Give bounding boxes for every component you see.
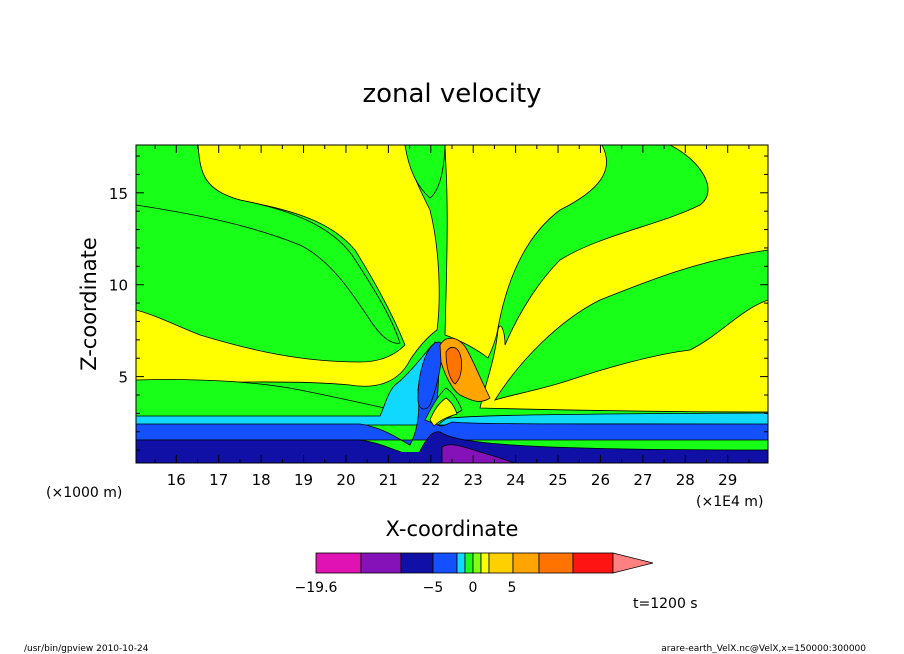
x-unit-left: (×1000 m)	[46, 485, 122, 501]
colorbar-segment	[472, 552, 482, 574]
x-tick-label: 19	[294, 471, 313, 489]
x-tick-label: 29	[718, 471, 737, 489]
x-tick-label: 28	[676, 471, 695, 489]
region-strong-negative-core	[441, 444, 516, 463]
x-tick-label: 26	[591, 471, 610, 489]
contour-field	[136, 145, 768, 463]
x-axis-ticks: 16 17 18 19 20 21 22 23 24 25 26 27 28 29	[154, 145, 750, 489]
x-unit-right: (×1E4 m)	[696, 494, 763, 510]
colorbar-label: 5	[508, 580, 517, 596]
colorbar	[315, 552, 654, 574]
colorbar-segment	[488, 552, 514, 574]
dipole-positive-lobe-inner	[445, 346, 462, 385]
colorbar-segment	[572, 552, 614, 574]
colorbar-arrow	[612, 552, 654, 574]
footer-right: arare-earth_VelX.nc@VelX,x=150000:300000	[661, 644, 866, 654]
colorbar-segment	[400, 552, 434, 574]
y-tick-label: 10	[109, 277, 128, 295]
x-tick-label: 21	[379, 471, 398, 489]
region-near-zero-upper	[136, 145, 440, 387]
x-tick-label: 18	[252, 471, 271, 489]
region-light-negative-channel	[136, 145, 401, 344]
x-tick-label: 24	[506, 471, 525, 489]
colorbar-segment	[432, 552, 458, 574]
y-axis-label: Z-coordinate	[77, 237, 101, 371]
x-tick-label: 22	[421, 471, 440, 489]
y-tick-label: 15	[109, 185, 128, 203]
region-near-zero-center	[444, 145, 607, 359]
colorbar-segment	[360, 552, 402, 574]
x-tick-label: 17	[209, 471, 228, 489]
region-light-negative-lower-left	[136, 379, 386, 419]
y-tick-label: 5	[118, 369, 128, 387]
y-axis-ticks: 5 10 15	[109, 155, 768, 451]
colorbar-labels: −19.6 −5 0 5	[295, 580, 517, 596]
region-light-negative-strip	[404, 145, 446, 199]
time-label: t=1200 s	[633, 596, 698, 612]
footer-left: /usr/bin/gpview 2010-10-24	[24, 644, 149, 654]
x-tick-label: 27	[633, 471, 652, 489]
colorbar-label: −5	[423, 580, 444, 596]
x-tick-label: 25	[548, 471, 567, 489]
colorbar-label: 0	[469, 580, 478, 596]
x-axis-label: X-coordinate	[386, 517, 519, 541]
colorbar-segment	[456, 552, 466, 574]
colorbar-segment	[512, 552, 540, 574]
colorbar-segment	[480, 552, 490, 574]
colorbar-segment	[315, 552, 362, 574]
chart-title: zonal velocity	[362, 79, 541, 109]
colorbar-segment	[464, 552, 474, 574]
x-tick-label: 23	[464, 471, 483, 489]
region-near-zero-right	[479, 145, 768, 413]
colorbar-label: −19.6	[295, 580, 338, 596]
x-tick-label: 20	[336, 471, 355, 489]
x-tick-label: 16	[167, 471, 186, 489]
band-minus10-minus5	[136, 341, 768, 446]
dipole-transition-yellow	[429, 397, 458, 427]
colorbar-segment	[538, 552, 574, 574]
